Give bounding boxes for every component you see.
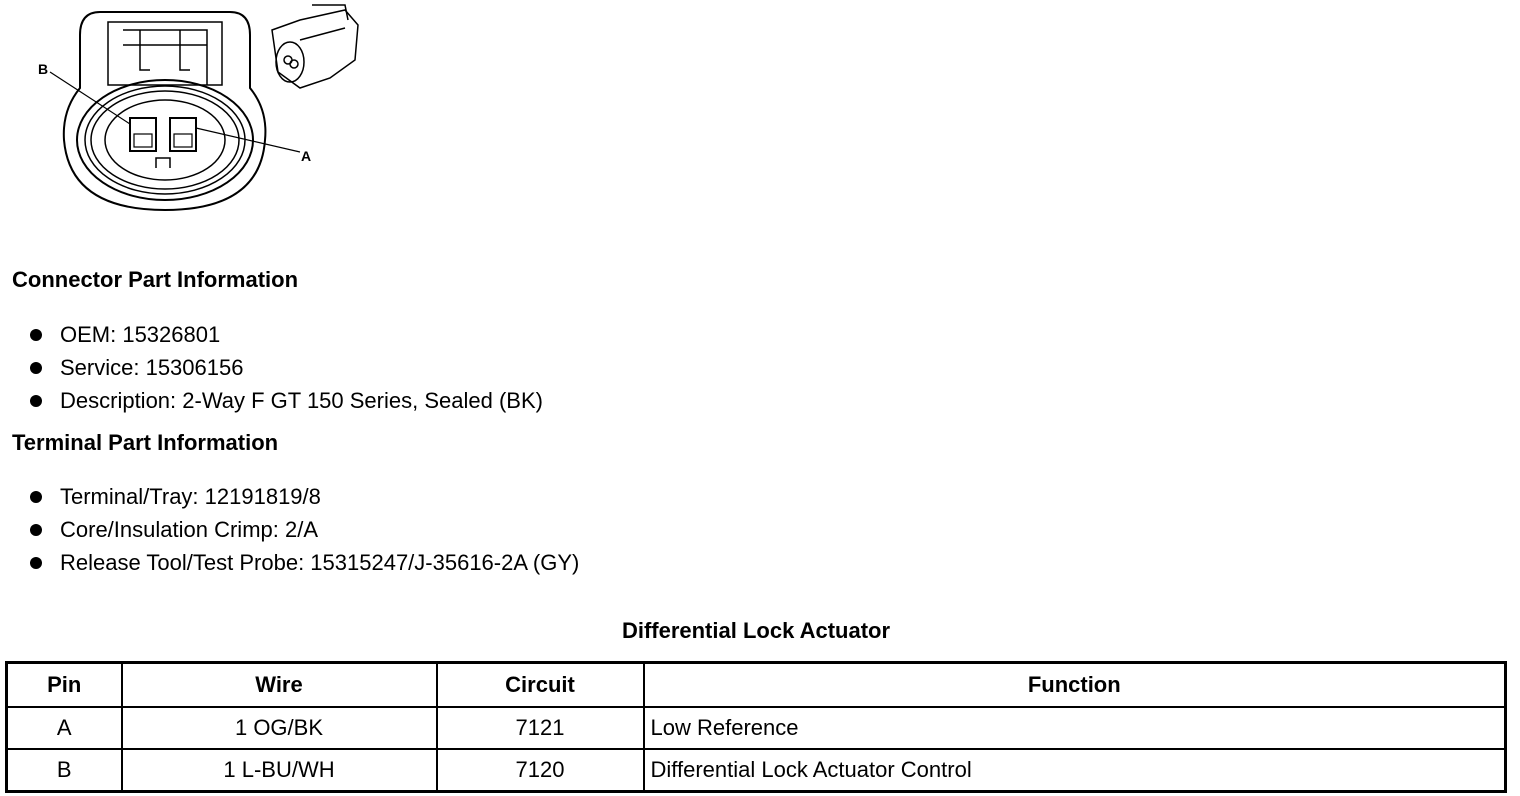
list-item: OEM: 15326801 (28, 318, 543, 351)
pin-a-cavity (169, 117, 197, 152)
header-wire: Wire (120, 661, 438, 708)
cell-pin: A (5, 706, 123, 750)
item-text: Release Tool/Test Probe: 15315247/J-3561… (60, 550, 580, 575)
bullet-icon (30, 491, 42, 503)
cell-circuit: 7121 (435, 706, 645, 750)
header-circuit: Circuit (435, 661, 645, 708)
bullet-icon (30, 362, 42, 374)
table-title: Differential Lock Actuator (621, 618, 891, 643)
cell-wire: 1 L-BU/WH (120, 748, 438, 793)
item-text: OEM: 15326801 (60, 322, 221, 347)
header-function: Function (642, 661, 1507, 708)
list-item: Description: 2-Way F GT 150 Series, Seal… (28, 384, 543, 417)
pin-b-label: B (38, 61, 48, 77)
connector-section-title: Connector Part Information (12, 267, 299, 292)
cell-wire: 1 OG/BK (120, 706, 438, 750)
bullet-icon (30, 395, 42, 407)
table-row: A 1 OG/BK 7121 Low Reference (5, 706, 1507, 750)
item-text: Core/Insulation Crimp: 2/A (60, 517, 318, 542)
item-text: Terminal/Tray: 12191819/8 (60, 484, 321, 509)
cell-function: Differential Lock Actuator Control (642, 748, 1507, 793)
table-row: B 1 L-BU/WH 7120 Differential Lock Actua… (5, 748, 1507, 793)
pin-b-cavity (129, 117, 157, 152)
cell-pin: B (5, 748, 123, 793)
terminal-section-title: Terminal Part Information (12, 430, 279, 455)
list-item: Service: 15306156 (28, 351, 543, 384)
pinout-table: Pin Wire Circuit Function A 1 OG/BK 7121… (5, 661, 1507, 793)
connector-housing-outline (62, 11, 267, 212)
bullet-icon (30, 524, 42, 536)
cell-circuit: 7120 (435, 748, 645, 793)
pin-a-label: A (301, 148, 311, 164)
bullet-icon (30, 329, 42, 341)
cell-function: Low Reference (642, 706, 1507, 750)
terminal-info-list: Terminal/Tray: 12191819/8 Core/Insulatio… (28, 480, 579, 579)
connector-diagram: B A (38, 4, 359, 212)
list-item: Terminal/Tray: 12191819/8 (28, 480, 579, 513)
pin-b-leader (49, 71, 131, 125)
bullet-icon (30, 557, 42, 569)
list-item: Release Tool/Test Probe: 15315247/J-3561… (28, 546, 579, 579)
list-item: Core/Insulation Crimp: 2/A (28, 513, 579, 546)
pin-a-leader (195, 127, 301, 153)
connector-info-list: OEM: 15326801 Service: 15306156 Descript… (28, 318, 543, 417)
header-pin: Pin (5, 661, 123, 708)
connector-latch (107, 21, 223, 86)
item-text: Service: 15306156 (60, 355, 244, 380)
connector-photo-icon (271, 4, 359, 89)
table-header-row: Pin Wire Circuit Function (5, 661, 1507, 708)
item-text: Description: 2-Way F GT 150 Series, Seal… (60, 388, 543, 413)
